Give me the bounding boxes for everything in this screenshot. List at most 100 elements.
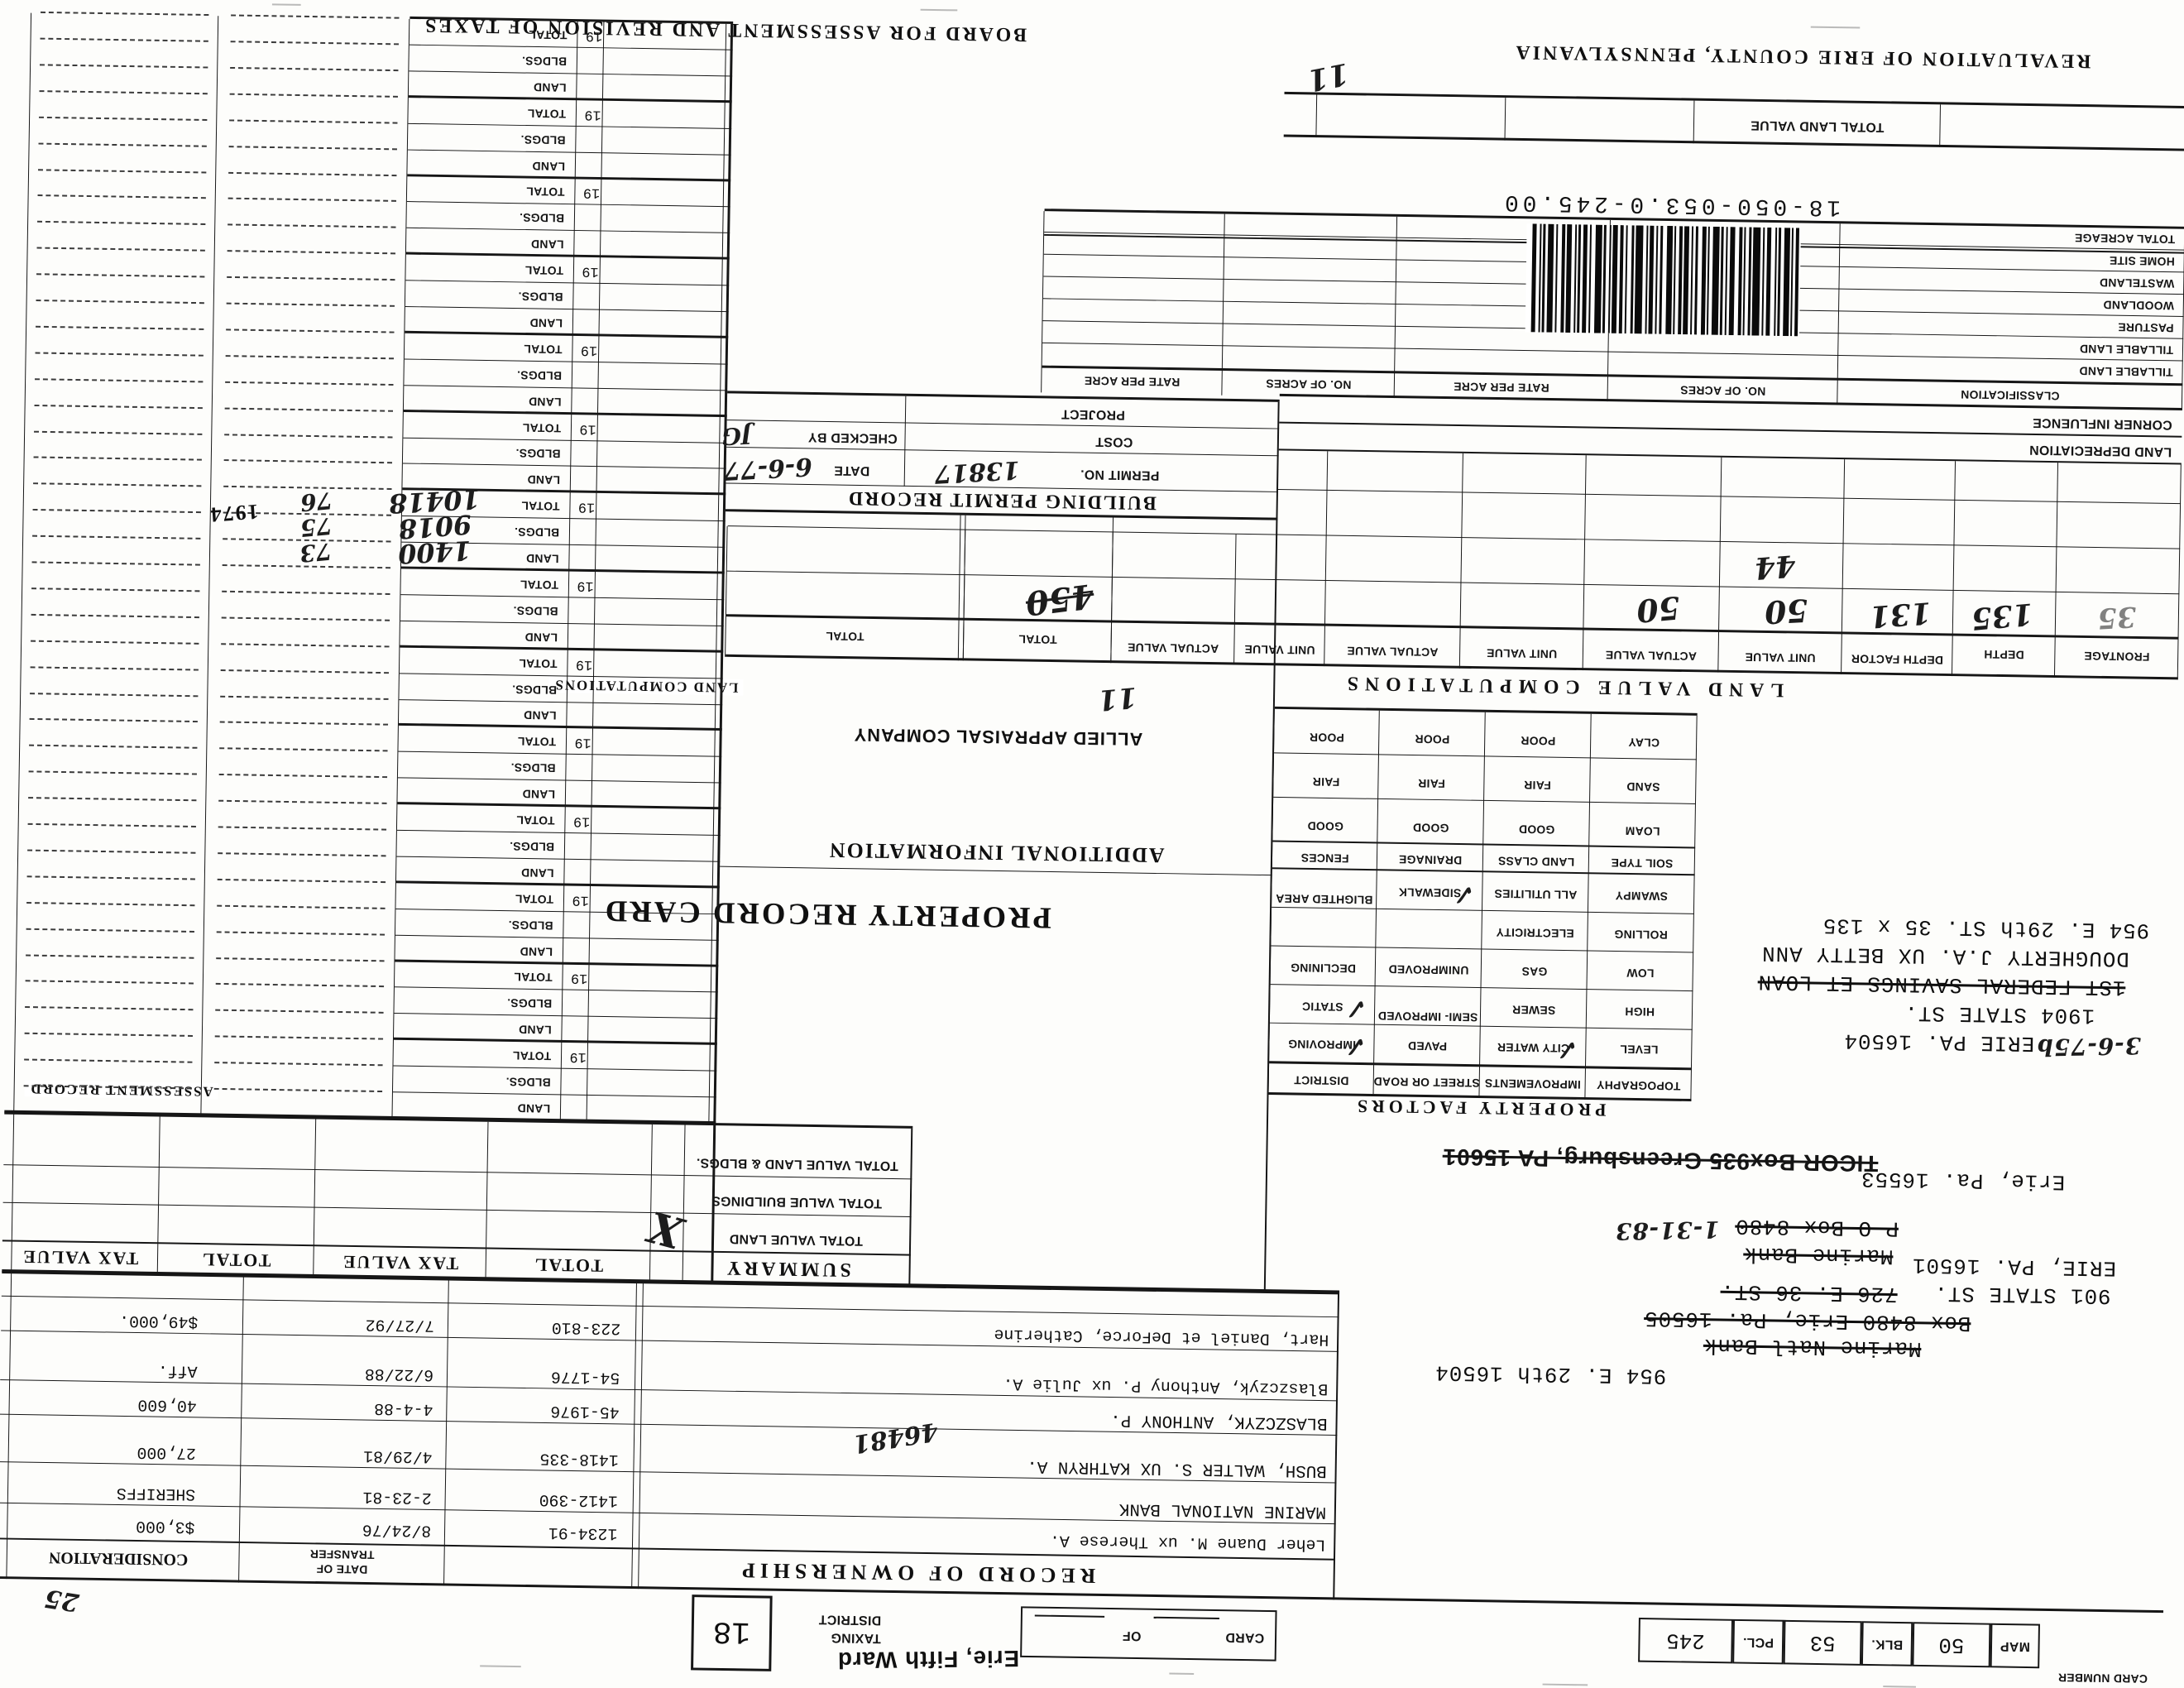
page-title: PROPERTY RECORD CARD (602, 894, 1052, 935)
barcode-bar (1790, 228, 1794, 337)
assessment-dash-line (218, 826, 387, 831)
barcode-bar (1577, 224, 1582, 333)
assessment-dash-line (32, 509, 201, 514)
land-comp-row-label: BLDGS. (519, 211, 565, 226)
owner-consideration: SHERIFFS (116, 1483, 196, 1503)
assessment-dash-line (215, 1009, 384, 1014)
land-comp-row-label: TOTAL (520, 499, 560, 514)
classification-row-label: HOME SITE (2109, 254, 2175, 269)
rule-h (403, 409, 727, 417)
assessment-dash-line (32, 535, 201, 540)
rule-h (1272, 840, 1696, 849)
rule-h (397, 777, 721, 784)
rule-h (1273, 752, 1697, 760)
owner-book-page: 54-1776 (550, 1366, 620, 1387)
assessment-dash-line (213, 1087, 383, 1093)
land-comp-row-label: LAND (533, 80, 567, 95)
land-comp-row-label: LAND (520, 944, 553, 959)
rule-h (398, 751, 722, 758)
assessment-dash-line (219, 721, 389, 727)
owner-name: Blaszczyk, Anthony P. ux Julie A. (1003, 1374, 1329, 1398)
land-comp-row-label: TOTAL (522, 420, 562, 435)
card-of-of-label: OF (1122, 1628, 1142, 1643)
assessment-dash-line (214, 1062, 383, 1067)
assessment-dash-line (218, 774, 388, 779)
owner-name: Leher Duane M. ux Therese A. (1049, 1530, 1326, 1554)
rule-h (408, 122, 732, 129)
summary-col-header: TAX VALUE (341, 1251, 459, 1274)
owner-book-page: 1412-390 (539, 1489, 619, 1510)
land-comp-row-label: LAND (517, 1101, 551, 1116)
assessment-dash-line (28, 770, 197, 775)
barcode-bar (1690, 226, 1694, 335)
classification-row-label: WASTELAND (2099, 276, 2175, 291)
pf-checkmark: ✓ (1453, 878, 1478, 910)
address-line: 1ST FEDERAL SAVINGS ET LOAN (1757, 969, 2126, 1000)
assessment-dash-line (216, 931, 386, 936)
rule-h (407, 173, 731, 182)
pf-checkmark: ✓ (1345, 991, 1371, 1024)
rule-v (2053, 463, 2059, 679)
land-comp-row-label: LAND (525, 552, 559, 566)
pf-sub-cell-label: LOAM (1625, 824, 1660, 838)
assessment-dash-line (224, 433, 393, 439)
barcode-bar (1530, 223, 1537, 333)
land-comp-year-prefix: 19 (584, 106, 601, 122)
pf-cell-label: PAVED (1407, 1039, 1448, 1053)
land-comp-year-prefix: 19 (570, 970, 588, 986)
lvc-col-header: ACTUAL VALUE (1605, 648, 1698, 664)
parcel-barcode (1525, 223, 1801, 337)
assessment-dash-line (40, 12, 209, 17)
land-comp-year-prefix: 19 (577, 577, 594, 593)
assessment-dash-line (228, 171, 397, 176)
owner-consideration: Aff. (157, 1360, 198, 1380)
assessment-dash-line (36, 325, 204, 330)
classification-col-header: RATE PER ACRE (1453, 380, 1549, 396)
pf-sub-cell-label: POOR (1415, 732, 1450, 746)
barcode-bar (1560, 223, 1566, 333)
owner-name: Hart, Daniel et DeForce, Catherine (994, 1324, 1329, 1349)
rule-h (1272, 906, 1694, 914)
land-comp-row-label: BLDGS. (514, 525, 560, 539)
pf-cell-label: ALL UTILITIES (1494, 887, 1578, 902)
summary-row-label: TOTAL VALUE BUILDINGS (711, 1193, 883, 1211)
assessment-dash-line (39, 116, 208, 121)
pf-cell-label: ROLLING (1614, 928, 1668, 942)
owner-transfer-date: 2-23-81 (362, 1486, 433, 1507)
land-comp-row-label: LAND (528, 395, 562, 409)
assessment-dash-line (221, 643, 390, 648)
land-comp-row-label: TOTAL (518, 656, 558, 671)
land-comp-row-label: TOTAL (525, 185, 565, 199)
land-comp-row-label: LAND (524, 631, 558, 645)
card-number-label: CARD NUMBER (2057, 1671, 2148, 1686)
bpr-project-label: PROJECT (1061, 406, 1126, 422)
land-comp-year-prefix: 19 (574, 734, 592, 750)
parcel-id-value: 50 (1912, 1622, 1991, 1668)
rule-h (395, 880, 720, 889)
rule-h (400, 645, 724, 653)
pf-sub-col-header: FENCES (1300, 851, 1349, 866)
classification-row-label: TILLABLE LAND (2079, 364, 2173, 380)
taxing-district-stamp: Erie, Fifth Ward (836, 1646, 1020, 1674)
summary-title: SUMMARY (723, 1256, 851, 1281)
owner-name: BUSH, WALTER S. UX KATHRYN A. (1027, 1455, 1327, 1480)
assessment-dash-line (36, 300, 204, 305)
pf-col-header: STREET OR ROAD (1373, 1075, 1480, 1091)
rule-h (1270, 984, 1693, 992)
assessment-dash-line (37, 194, 206, 199)
owner-transfer-date: 6/22/88 (364, 1364, 434, 1384)
scan-noise (1169, 1672, 1195, 1675)
rule-h (4, 1110, 716, 1125)
barcode-bar (1719, 226, 1724, 335)
pf-cell-label: DECLINING (1290, 961, 1357, 976)
rule-h (408, 95, 732, 103)
assessment-dash-line (26, 928, 194, 933)
additional-info-title: ADDITIONAL INFORMATION (827, 838, 1165, 868)
corner-scribble: 25 (42, 1583, 81, 1617)
rule-h (727, 391, 1280, 402)
parcel-id-label: PCL. (1732, 1618, 1784, 1665)
pf-cell-label: LOW (1626, 966, 1655, 981)
pf-col-header: DISTRICT (1293, 1073, 1349, 1088)
